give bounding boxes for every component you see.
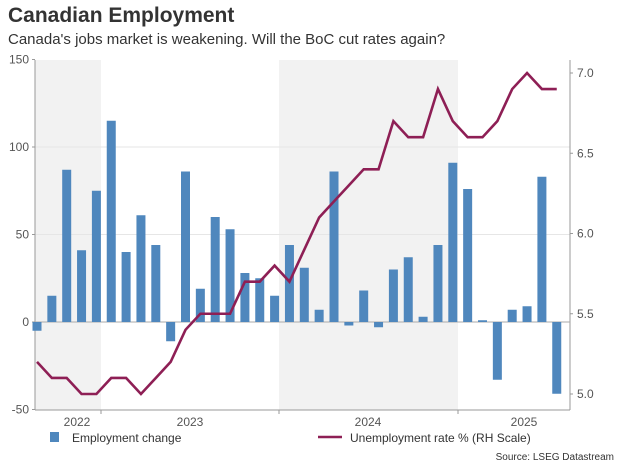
employment-bar bbox=[403, 257, 413, 322]
employment-bar bbox=[448, 162, 458, 322]
employment-bar bbox=[433, 245, 443, 322]
employment-bar bbox=[329, 171, 339, 322]
employment-bar bbox=[62, 169, 72, 322]
chart-subtitle: Canada's jobs market is weakening. Will … bbox=[8, 31, 446, 48]
employment-bar bbox=[418, 316, 428, 322]
right-tick-label: 6.5 bbox=[577, 146, 594, 160]
employment-bar bbox=[240, 273, 250, 322]
right-tick-label: 7.0 bbox=[577, 66, 594, 80]
left-tick-label: -50 bbox=[12, 403, 30, 417]
employment-bar bbox=[166, 322, 176, 342]
employment-bar bbox=[91, 190, 101, 322]
chart-title: Canadian Employment bbox=[8, 4, 235, 27]
employment-bar bbox=[374, 322, 384, 328]
employment-bar bbox=[47, 295, 57, 322]
employment-bar bbox=[492, 322, 502, 380]
employment-bar bbox=[478, 320, 487, 322]
employment-bar bbox=[255, 278, 265, 322]
employment-bar bbox=[507, 309, 517, 322]
employment-bar bbox=[344, 322, 354, 326]
employment-bar bbox=[181, 171, 190, 322]
employment-bar bbox=[136, 215, 146, 322]
right-tick-label: 6.0 bbox=[577, 227, 594, 241]
legend-label-unemployment: Unemployment rate % (RH Scale) bbox=[350, 431, 531, 445]
x-tick-label: 2024 bbox=[355, 415, 382, 429]
right-tick-label: 5.0 bbox=[577, 387, 594, 401]
left-tick-label: 150 bbox=[9, 53, 29, 67]
employment-bar bbox=[314, 309, 324, 322]
employment-bar bbox=[388, 269, 398, 322]
employment-bar bbox=[210, 217, 220, 322]
x-tick-label: 2023 bbox=[177, 415, 204, 429]
x-tick-label: 2022 bbox=[64, 415, 91, 429]
legend-label-employment: Employment change bbox=[72, 431, 182, 445]
legend-swatch-employment bbox=[50, 432, 59, 442]
x-tick-label: 2025 bbox=[511, 415, 538, 429]
employment-bar bbox=[106, 120, 116, 322]
employment-bar bbox=[121, 252, 131, 322]
left-tick-label: 0 bbox=[22, 315, 29, 329]
left-tick-label: 50 bbox=[16, 228, 30, 242]
source-note: Source: LSEG Datastream bbox=[495, 452, 614, 463]
employment-bar bbox=[151, 245, 161, 322]
employment-bar bbox=[77, 250, 87, 322]
employment-bar bbox=[359, 290, 369, 322]
employment-bar bbox=[463, 189, 473, 322]
unemployment-line bbox=[36, 71, 557, 396]
employment-bar bbox=[225, 229, 235, 322]
employment-bar bbox=[32, 322, 42, 331]
employment-bar bbox=[522, 306, 532, 322]
left-tick-label: 100 bbox=[9, 140, 29, 154]
employment-bar bbox=[270, 295, 280, 322]
employment-bar bbox=[299, 267, 309, 322]
employment-bar bbox=[537, 176, 547, 322]
employment-bar bbox=[195, 288, 205, 322]
right-tick-label: 5.5 bbox=[577, 307, 594, 321]
employment-bar bbox=[552, 322, 562, 394]
